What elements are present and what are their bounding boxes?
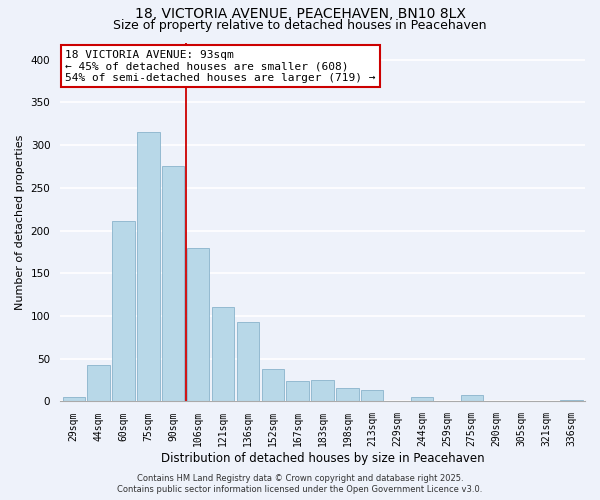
Bar xyxy=(236,322,259,402)
Bar xyxy=(88,364,110,402)
Text: Contains HM Land Registry data © Crown copyright and database right 2025.
Contai: Contains HM Land Registry data © Crown c… xyxy=(118,474,482,494)
Bar xyxy=(560,400,583,402)
Bar xyxy=(212,308,234,402)
Y-axis label: Number of detached properties: Number of detached properties xyxy=(15,134,25,310)
Text: Size of property relative to detached houses in Peacehaven: Size of property relative to detached ho… xyxy=(113,19,487,32)
Text: 18 VICTORIA AVENUE: 93sqm
← 45% of detached houses are smaller (608)
54% of semi: 18 VICTORIA AVENUE: 93sqm ← 45% of detac… xyxy=(65,50,376,83)
Bar xyxy=(112,221,134,402)
Bar xyxy=(311,380,334,402)
Bar xyxy=(162,166,184,402)
Bar xyxy=(411,397,433,402)
Bar xyxy=(262,369,284,402)
Bar xyxy=(137,132,160,402)
Text: 18, VICTORIA AVENUE, PEACEHAVEN, BN10 8LX: 18, VICTORIA AVENUE, PEACEHAVEN, BN10 8L… xyxy=(134,8,466,22)
Bar xyxy=(187,248,209,402)
Bar xyxy=(361,390,383,402)
Bar xyxy=(336,388,359,402)
Bar xyxy=(62,397,85,402)
X-axis label: Distribution of detached houses by size in Peacehaven: Distribution of detached houses by size … xyxy=(161,452,484,465)
Bar xyxy=(286,381,309,402)
Bar xyxy=(461,396,483,402)
